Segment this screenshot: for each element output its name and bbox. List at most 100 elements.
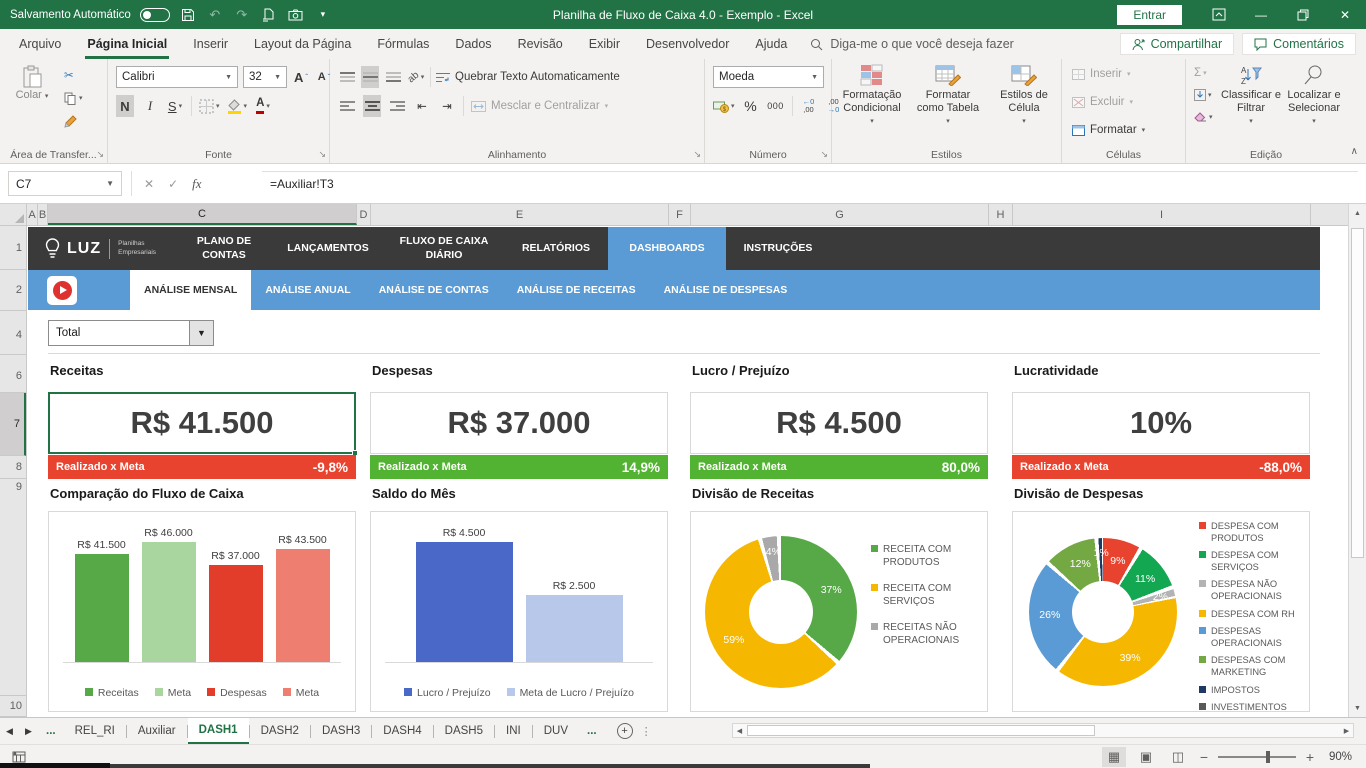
- orientation-button[interactable]: ab ▾: [405, 69, 425, 85]
- name-box-dropdown-icon[interactable]: ▼: [106, 179, 114, 188]
- menubar-tab-inserir[interactable]: Inserir: [193, 37, 229, 51]
- sheet-tab-auxiliar[interactable]: Auxiliar: [137, 725, 176, 737]
- qat-customize-chevron-icon[interactable]: ▾: [320, 9, 326, 19]
- zoom-in-button[interactable]: +: [1305, 748, 1315, 765]
- name-box[interactable]: C7 ▼: [8, 171, 122, 196]
- find-select-button[interactable]: Localizar e Selecionar ▾: [1284, 64, 1344, 127]
- row-header-7[interactable]: 7: [0, 393, 26, 456]
- align-right-icon[interactable]: [388, 95, 406, 117]
- horizontal-scrollbar-thumb[interactable]: [747, 725, 1095, 736]
- sheet-tab-dash4[interactable]: DASH4: [383, 725, 422, 737]
- bar[interactable]: [275, 549, 330, 662]
- align-bottom-icon[interactable]: [384, 66, 402, 88]
- column-header-d[interactable]: D: [357, 204, 371, 225]
- italic-button[interactable]: I: [147, 98, 153, 113]
- percent-style-button[interactable]: %: [744, 98, 757, 114]
- row-header-9[interactable]: 9: [0, 479, 26, 696]
- align-middle-icon[interactable]: [361, 66, 379, 88]
- zoom-out-button[interactable]: −: [1199, 748, 1209, 765]
- number-format-combobox[interactable]: Moeda ▼: [713, 66, 824, 88]
- font-size-combobox[interactable]: 32 ▼: [243, 66, 287, 88]
- copy-button[interactable]: ▾: [64, 90, 83, 106]
- row-header-10[interactable]: 10: [0, 696, 26, 717]
- font-name-combobox[interactable]: Calibri ▼: [116, 66, 238, 88]
- page-break-view-button[interactable]: ◫: [1171, 748, 1185, 764]
- kpi-card-lucro-prejuizo[interactable]: R$ 4.500: [690, 392, 988, 454]
- cell-styles-button[interactable]: Estilos de Célula ▾: [988, 64, 1060, 127]
- underline-button[interactable]: S ▾: [167, 98, 183, 114]
- fill-color-button[interactable]: ▾: [227, 95, 247, 117]
- column-header-h[interactable]: H: [989, 204, 1013, 225]
- menubar-tab-layout-da-pagina[interactable]: Layout da Página: [254, 37, 352, 51]
- bar[interactable]: [208, 565, 263, 662]
- sheet-tab-dash5[interactable]: DASH5: [444, 725, 484, 737]
- chart-divisao-de-despesas[interactable]: 9% 11% 2% 39% 26% 12% 1% DESPESA COM PRODUTOS DE…: [1012, 511, 1310, 712]
- restore-button[interactable]: [1282, 0, 1324, 29]
- sheet-tab-dash3[interactable]: DASH3: [321, 725, 361, 737]
- sign-in-button[interactable]: Entrar: [1117, 4, 1182, 25]
- number-dialog-launcher-icon[interactable]: ↘: [820, 149, 828, 159]
- sheet-tab-rel-ri[interactable]: REL_RI: [74, 725, 115, 737]
- sheet-tab-duv[interactable]: DUV: [543, 725, 568, 737]
- row-header-4[interactable]: 4: [0, 315, 26, 355]
- cut-button[interactable]: ✂: [64, 67, 83, 83]
- sheet-nav-right-icon[interactable]: ▶: [25, 725, 32, 736]
- macro-record-icon[interactable]: [12, 751, 26, 763]
- nav-instrucoes[interactable]: INSTRUÇÕES: [743, 241, 813, 254]
- row-header-8[interactable]: 8: [0, 456, 26, 479]
- menubar-tab-pagina-inicial[interactable]: Página Inicial: [74, 29, 180, 59]
- zoom-slider-thumb[interactable]: [1266, 750, 1270, 763]
- column-header-e[interactable]: E: [371, 204, 669, 225]
- row-header-6[interactable]: 6: [0, 359, 26, 393]
- sheet-overflow-left[interactable]: ...: [46, 725, 56, 737]
- sheet-tab-dash1[interactable]: DASH1: [187, 718, 249, 744]
- merge-center-button[interactable]: Mesclar e Centralizar ▾: [471, 100, 608, 112]
- save-icon[interactable]: [179, 6, 197, 24]
- add-sheet-button[interactable]: +: [616, 718, 633, 744]
- select-all-corner[interactable]: [0, 204, 27, 225]
- bold-button[interactable]: N: [116, 95, 134, 117]
- chart-saldo-do-mes[interactable]: R$ 4.500 R$ 2.500 Lucro / Prejuízo Meta de …: [370, 511, 668, 712]
- enter-icon[interactable]: ✓: [168, 176, 179, 191]
- chart-divisao-de-receitas[interactable]: 37% 59% 4% RECEITA COM PRODUTOS RECEITA COM …: [690, 511, 988, 712]
- align-left-icon[interactable]: [338, 95, 356, 117]
- column-header-c[interactable]: C: [48, 204, 357, 225]
- subnav-analise-mensal[interactable]: ANÁLISE MENSAL: [130, 270, 252, 310]
- autosum-button[interactable]: Σ ▾: [1194, 67, 1207, 79]
- filter-dropdown-arrow-icon[interactable]: ▼: [189, 321, 213, 345]
- wrap-text-button[interactable]: Quebrar Texto Automaticamente: [436, 71, 620, 83]
- donut-chart[interactable]: [1029, 538, 1177, 686]
- autosave-toggle[interactable]: [139, 7, 170, 22]
- normal-view-button[interactable]: ▦: [1102, 746, 1126, 767]
- menubar-tab-formulas[interactable]: Fórmulas: [377, 37, 430, 51]
- bar[interactable]: [141, 542, 196, 662]
- bar[interactable]: [525, 595, 623, 662]
- row-header-2[interactable]: 2: [0, 270, 26, 311]
- column-header-a[interactable]: A: [27, 204, 38, 225]
- camera-icon[interactable]: [287, 6, 305, 24]
- clear-button[interactable]: ▾: [1194, 109, 1213, 125]
- increase-decimal-button[interactable]: ←0,00: [802, 96, 815, 114]
- comma-style-button[interactable]: 000: [767, 101, 784, 111]
- subnav-analise-de-contas[interactable]: ANÁLISE DE CONTAS: [378, 284, 489, 296]
- delete-cells-button[interactable]: Excluir ▾: [1072, 96, 1133, 108]
- scroll-left-icon[interactable]: ◀: [736, 727, 743, 735]
- insert-cells-button[interactable]: Inserir ▾: [1072, 68, 1130, 80]
- paste-button[interactable]: Colar ▾: [9, 65, 55, 102]
- bar[interactable]: [74, 554, 129, 662]
- filter-dropdown[interactable]: Total ▼: [48, 320, 214, 346]
- sheet-nav-left-icon[interactable]: ◀: [6, 725, 13, 736]
- subnav-analise-de-receitas[interactable]: ANÁLISE DE RECEITAS: [516, 284, 636, 296]
- decrease-decimal-button[interactable]: ,00 →0: [827, 96, 840, 114]
- chart-comparacao-do-fluxo-de-caixa[interactable]: R$ 41.500 R$ 46.000 R$ 37.000 R$ 43.500 Rece…: [48, 511, 356, 712]
- align-top-icon[interactable]: [338, 66, 356, 88]
- scroll-up-icon[interactable]: ▲: [1354, 209, 1361, 217]
- subnav-analise-de-despesas[interactable]: ANÁLISE DE DESPESAS: [663, 284, 788, 296]
- insert-function-icon[interactable]: fx: [192, 175, 202, 191]
- video-play-button[interactable]: [47, 276, 77, 305]
- redo-icon[interactable]: ↷: [236, 6, 248, 22]
- undo-icon[interactable]: ↶: [209, 6, 221, 22]
- menubar-tab-arquivo[interactable]: Arquivo: [19, 37, 62, 51]
